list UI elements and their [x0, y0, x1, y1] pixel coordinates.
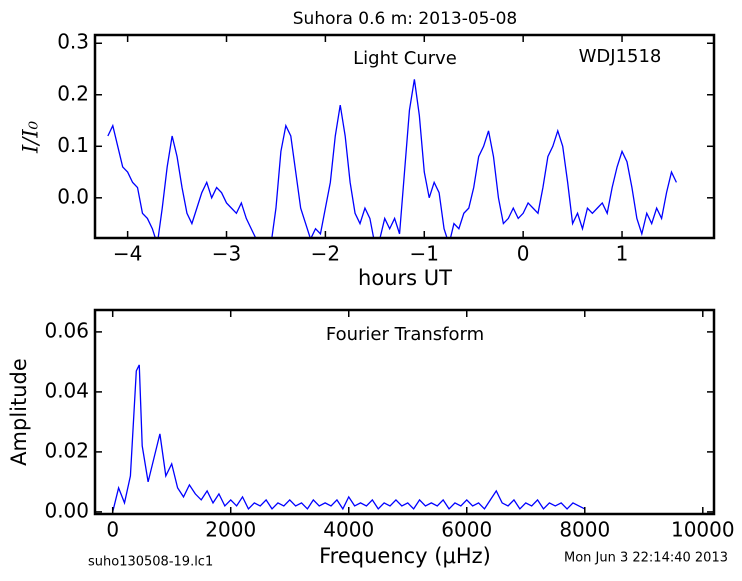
y-axis-label: Amplitude	[7, 358, 31, 466]
y-axis-label: I/I₀	[19, 120, 43, 154]
y-tick-label: 0.06	[44, 318, 89, 342]
x-tick-label: 0	[517, 242, 530, 266]
x-tick-label: 1	[616, 242, 629, 266]
y-tick-label: 0.2	[57, 81, 89, 105]
annotation: WDJ1518	[579, 46, 662, 67]
y-tick-label: 0.1	[57, 133, 89, 157]
data-line	[112, 364, 586, 513]
x-tick-label: 0	[106, 518, 119, 542]
y-tick-label: 0.3	[57, 30, 89, 54]
annotation: Light Curve	[353, 48, 457, 69]
plot-frame	[93, 33, 716, 240]
figure-title: Suhora 0.6 m: 2013-05-08	[293, 9, 517, 29]
y-tick-label: 0.0	[57, 184, 89, 208]
x-tick-label: 8000	[559, 518, 610, 542]
y-tick-label: 0.04	[44, 378, 89, 402]
data-line	[107, 79, 678, 238]
x-tick-label: −4	[113, 242, 142, 266]
x-axis-label: Frequency (μHz)	[319, 544, 491, 568]
annotation: Fourier Transform	[326, 324, 484, 345]
x-tick-label: 10000	[671, 518, 735, 542]
x-tick-label: −1	[410, 242, 439, 266]
x-tick-label: 4000	[323, 518, 374, 542]
x-tick-label: 2000	[205, 518, 256, 542]
y-tick-label: 0.02	[44, 438, 89, 462]
footer-date: Mon Jun 3 22:14:40 2013	[564, 551, 728, 566]
x-tick-label: 6000	[441, 518, 492, 542]
y-tick-label: 0.00	[44, 498, 89, 522]
x-tick-label: −2	[311, 242, 340, 266]
plot-frame	[93, 308, 716, 516]
x-axis-label: hours UT	[358, 266, 452, 290]
x-tick-label: −3	[212, 242, 241, 266]
footer-file: suho130508-19.lc1	[88, 555, 213, 570]
